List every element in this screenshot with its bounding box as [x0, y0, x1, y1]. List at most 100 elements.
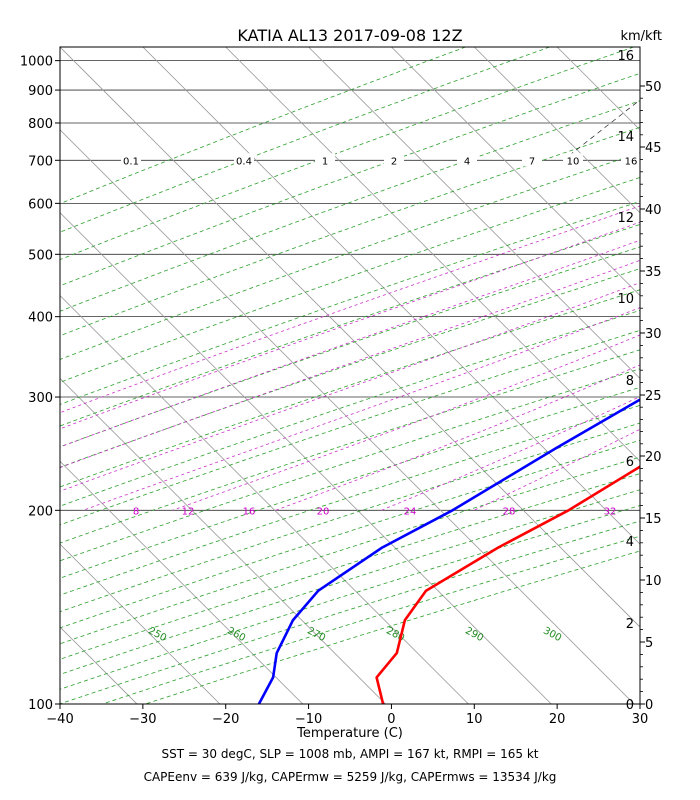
- isotherm-line: [60, 460, 303, 704]
- mixing-ratio-label-bg: [121, 153, 141, 167]
- mixing-ratio-label: 10: [567, 156, 580, 167]
- moist-adiabat: [60, 259, 640, 469]
- km-tick-label: 2: [626, 617, 634, 632]
- dry-adiabat: [60, 152, 640, 360]
- mixing-ratio-label: 0.4: [236, 156, 252, 167]
- axis-layer: −40 −30 −20 −10 0 10 20 30100200300400500600700…: [20, 49, 662, 727]
- km-tick-label: 10: [617, 292, 634, 307]
- kft-tick-label: 15: [645, 512, 662, 527]
- mixing-ratio-label: 4: [464, 156, 470, 167]
- height-axis-label: km/kft: [620, 29, 662, 44]
- isotherm-line: [60, 543, 221, 704]
- dry-adiabat: [60, 368, 640, 562]
- dry-adiabat: [60, 439, 640, 629]
- km-tick-label: 14: [617, 130, 634, 145]
- moist-adiabat-label: 32: [604, 506, 617, 517]
- kft-tick-label: 40: [645, 203, 662, 218]
- mixing-ratio-label-bg: [621, 153, 640, 167]
- kft-tick-label: 45: [645, 141, 662, 156]
- dry-adiabat: [60, 72, 640, 287]
- km-tick-label: 4: [626, 535, 634, 550]
- dry-adiabat: [60, 520, 640, 704]
- dry-adiabat: [60, 100, 640, 312]
- x-tick-label: 30: [632, 712, 649, 727]
- moist-adiabat: [381, 396, 640, 511]
- kft-tick-label: 10: [645, 574, 662, 589]
- pressure-tick-label: 200: [28, 504, 53, 519]
- dry-adiabat: [60, 268, 640, 468]
- moist-adiabat: [60, 205, 640, 414]
- mixing-ratio-label: 16: [625, 156, 638, 167]
- km-tick-label: 12: [617, 211, 634, 226]
- dry-adiabat: [60, 456, 640, 645]
- isotherm-line: [474, 47, 640, 214]
- kft-tick-label: 20: [645, 450, 662, 465]
- mixing-ratio-label: 2: [391, 156, 397, 167]
- dry-adiabat: [145, 550, 640, 704]
- kft-tick-label: 25: [645, 389, 662, 404]
- km-tick-label: 16: [617, 49, 634, 64]
- dry-adiabat: [60, 289, 640, 488]
- dry-adiabat: [60, 224, 640, 427]
- pressure-tick-label: 500: [28, 248, 53, 263]
- dry-adiabat: [60, 489, 640, 675]
- dry-adiabat: [60, 126, 640, 337]
- footer-line-1: SST = 30 degC, SLP = 1008 mb, AMPI = 167…: [161, 747, 538, 761]
- dewpoint-profile: [257, 398, 640, 704]
- x-tick-label: −30: [129, 712, 156, 727]
- dry-adiabat-label: 300: [541, 625, 563, 644]
- pressure-tick-label: 400: [28, 311, 53, 326]
- series-layer: [257, 398, 640, 704]
- dry-adiabat: [60, 47, 634, 261]
- mixing-ratio-label: 7: [529, 156, 535, 167]
- x-tick-label: −40: [46, 712, 73, 727]
- moist-adiabat: [82, 307, 640, 511]
- moist-adiabat-label: 28: [503, 506, 516, 517]
- moist-adiabat: [275, 364, 640, 511]
- pressure-tick-label: 800: [28, 117, 53, 132]
- isotherm-line: [60, 377, 386, 704]
- moist-adiabat: [60, 221, 640, 430]
- pressure-tick-label: 100: [28, 698, 53, 713]
- dry-adiabat: [60, 422, 640, 613]
- dry-adiabat: [60, 200, 640, 405]
- mixing-ratio-label-bg: [522, 153, 542, 167]
- mixing-ratio-label-bg: [234, 153, 254, 167]
- plot-frame: [59, 46, 641, 705]
- kft-tick-label: 5: [645, 636, 653, 651]
- isotherm-line: [60, 47, 640, 628]
- isotherm-line: [391, 47, 640, 297]
- mixing-ratio-line: [676, 47, 700, 160]
- mixing-ratio-label: 1: [322, 156, 328, 167]
- isotherm-line: [60, 295, 469, 704]
- isotherm-line: [225, 47, 640, 462]
- dry-adiabat: [60, 349, 640, 544]
- moist-adiabat: [60, 282, 640, 492]
- dry-adiabat: [60, 47, 550, 233]
- dry-adiabat-label: 290: [463, 625, 485, 644]
- dry-adiabat: [102, 535, 640, 704]
- mixing-ratio-label-bg: [457, 153, 477, 167]
- dry-adiabat: [60, 177, 640, 383]
- moist-adiabat: [60, 239, 640, 448]
- pressure-tick-label: 300: [28, 391, 53, 406]
- dry-adiabat: [60, 505, 640, 690]
- mixing-ratio-label-bg: [563, 153, 583, 167]
- km-tick-label: 8: [626, 374, 634, 389]
- x-tick-label: 20: [549, 712, 566, 727]
- isotherm-line: [60, 626, 138, 704]
- kft-tick-label: 0: [645, 698, 653, 713]
- moist-adiabat-label: 8: [133, 506, 139, 517]
- isotherm-line: [308, 47, 640, 379]
- kft-tick-label: 50: [645, 80, 662, 95]
- mixing-ratio-label: 0.1: [123, 156, 139, 167]
- pressure-tick-label: 600: [28, 197, 53, 212]
- x-tick-label: 0: [387, 712, 395, 727]
- dry-adiabat: [60, 309, 640, 507]
- moist-adiabat: [172, 334, 640, 511]
- dry-adiabat: [60, 47, 466, 205]
- km-tick-label: 0: [626, 698, 634, 713]
- footer-line-2: CAPEenv = 639 J/kg, CAPErmw = 5259 J/kg,…: [144, 770, 557, 784]
